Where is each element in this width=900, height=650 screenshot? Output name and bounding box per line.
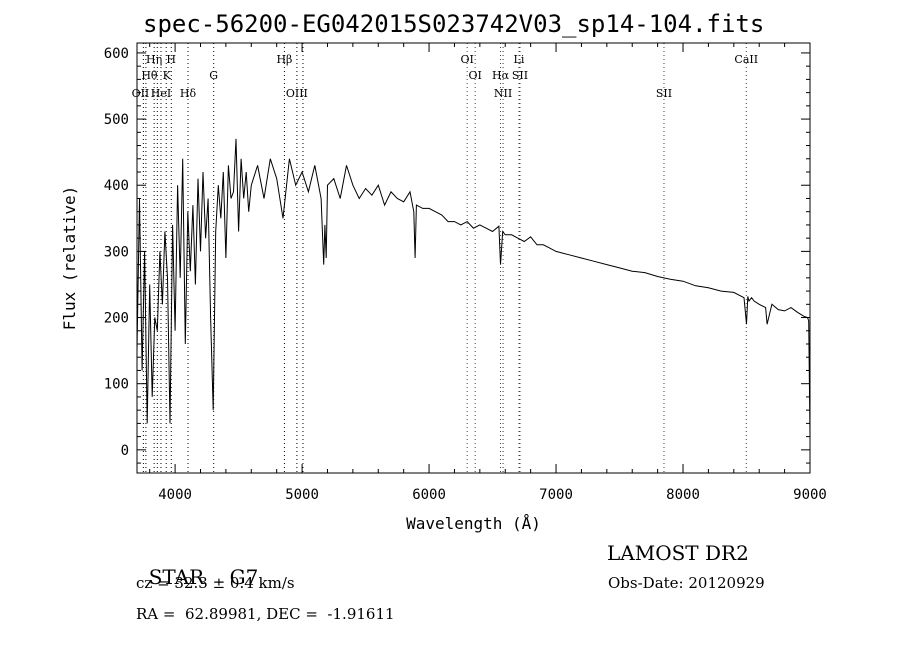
survey-label: LAMOST DR2 (607, 541, 749, 565)
x-tick-label: 9000 (793, 487, 827, 503)
line-label: SII (512, 69, 528, 82)
line-label: OI (468, 69, 481, 82)
y-tick-label: 200 (104, 311, 129, 327)
object-class: STAR G7 (136, 541, 259, 589)
line-label: HeI (151, 87, 171, 100)
spectrum-plot (136, 138, 811, 437)
line-label: Hδ (180, 87, 197, 100)
y-tick-label: 100 (104, 377, 129, 393)
x-tick-label: 4000 (158, 487, 192, 503)
line-label: CaII (734, 53, 758, 66)
plot-frame (136, 42, 811, 474)
x-tick-label: 5000 (285, 487, 319, 503)
line-label: OIII (286, 87, 308, 100)
line-label: H (166, 53, 176, 66)
spectrum-line (136, 138, 811, 437)
line-label: Hβ (276, 53, 292, 66)
y-tick-label: 300 (104, 244, 129, 260)
line-label: Hθ (141, 69, 158, 82)
line-label: Hη (146, 53, 162, 66)
y-axis-label: Flux (relative) (60, 186, 79, 331)
y-tick-label: 400 (104, 178, 129, 194)
x-tick-label: 7000 (539, 487, 573, 503)
line-label: Hα (492, 69, 510, 82)
chart-title: spec-56200-EG042015S023742V03_sp14-104.f… (143, 10, 765, 38)
line-label: NII (494, 87, 512, 100)
axes: 4000 5000 6000 7000 8000 9000 0 100 200 300 400 500… (104, 43, 827, 503)
x-axis-label: Wavelength (Å) (406, 514, 541, 533)
line-label: OII (132, 87, 150, 100)
y-tick-label: 500 (104, 112, 129, 128)
coordinates-label: RA = 62.89981, DEC = -1.91611 (136, 605, 395, 623)
line-label: OI (460, 53, 473, 66)
line-label: K (163, 69, 172, 82)
subclass-label: G7 (229, 565, 259, 589)
class-label: STAR (148, 565, 205, 589)
y-tick-label: 600 (104, 46, 129, 62)
y-tick-label: 0 (121, 443, 129, 459)
redshift-label: cz = 32.3 ± 0.4 km/s (136, 574, 295, 592)
x-tick-label: 8000 (666, 487, 700, 503)
line-label: SII (656, 87, 672, 100)
obs-date-label: Obs-Date: 20120929 (608, 574, 765, 592)
line-label: G (209, 69, 218, 82)
x-tick-label: 6000 (412, 487, 446, 503)
line-label: Li (514, 53, 525, 66)
